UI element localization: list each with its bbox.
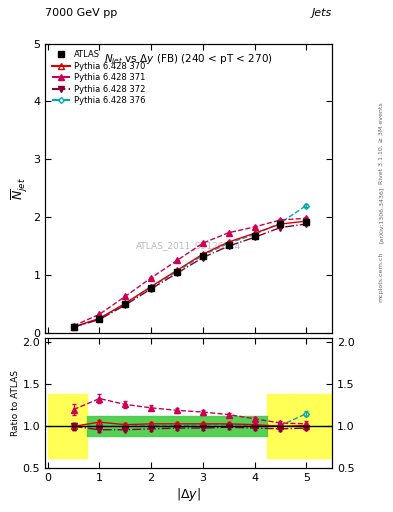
Text: $N_{jet}$ vs $\Delta y$ (FB) (240 < pT < 270): $N_{jet}$ vs $\Delta y$ (FB) (240 < pT <… bbox=[104, 52, 273, 67]
Text: Rivet 3.1.10, ≥ 3M events: Rivet 3.1.10, ≥ 3M events bbox=[379, 102, 384, 184]
Text: [arXiv:1306.3436]: [arXiv:1306.3436] bbox=[379, 187, 384, 243]
Y-axis label: $\overline{N}_{jet}$: $\overline{N}_{jet}$ bbox=[10, 177, 30, 200]
Y-axis label: Ratio to ATLAS: Ratio to ATLAS bbox=[11, 370, 20, 436]
Text: Jets: Jets bbox=[312, 8, 332, 18]
X-axis label: $|\Delta y|$: $|\Delta y|$ bbox=[176, 486, 201, 503]
Legend: ATLAS, Pythia 6.428 370, Pythia 6.428 371, Pythia 6.428 372, Pythia 6.428 376: ATLAS, Pythia 6.428 370, Pythia 6.428 37… bbox=[50, 48, 149, 108]
Text: 7000 GeV pp: 7000 GeV pp bbox=[45, 8, 118, 18]
Text: ATLAS_2011_S9126244: ATLAS_2011_S9126244 bbox=[136, 242, 241, 250]
Text: mcplots.cern.ch: mcplots.cern.ch bbox=[379, 251, 384, 302]
